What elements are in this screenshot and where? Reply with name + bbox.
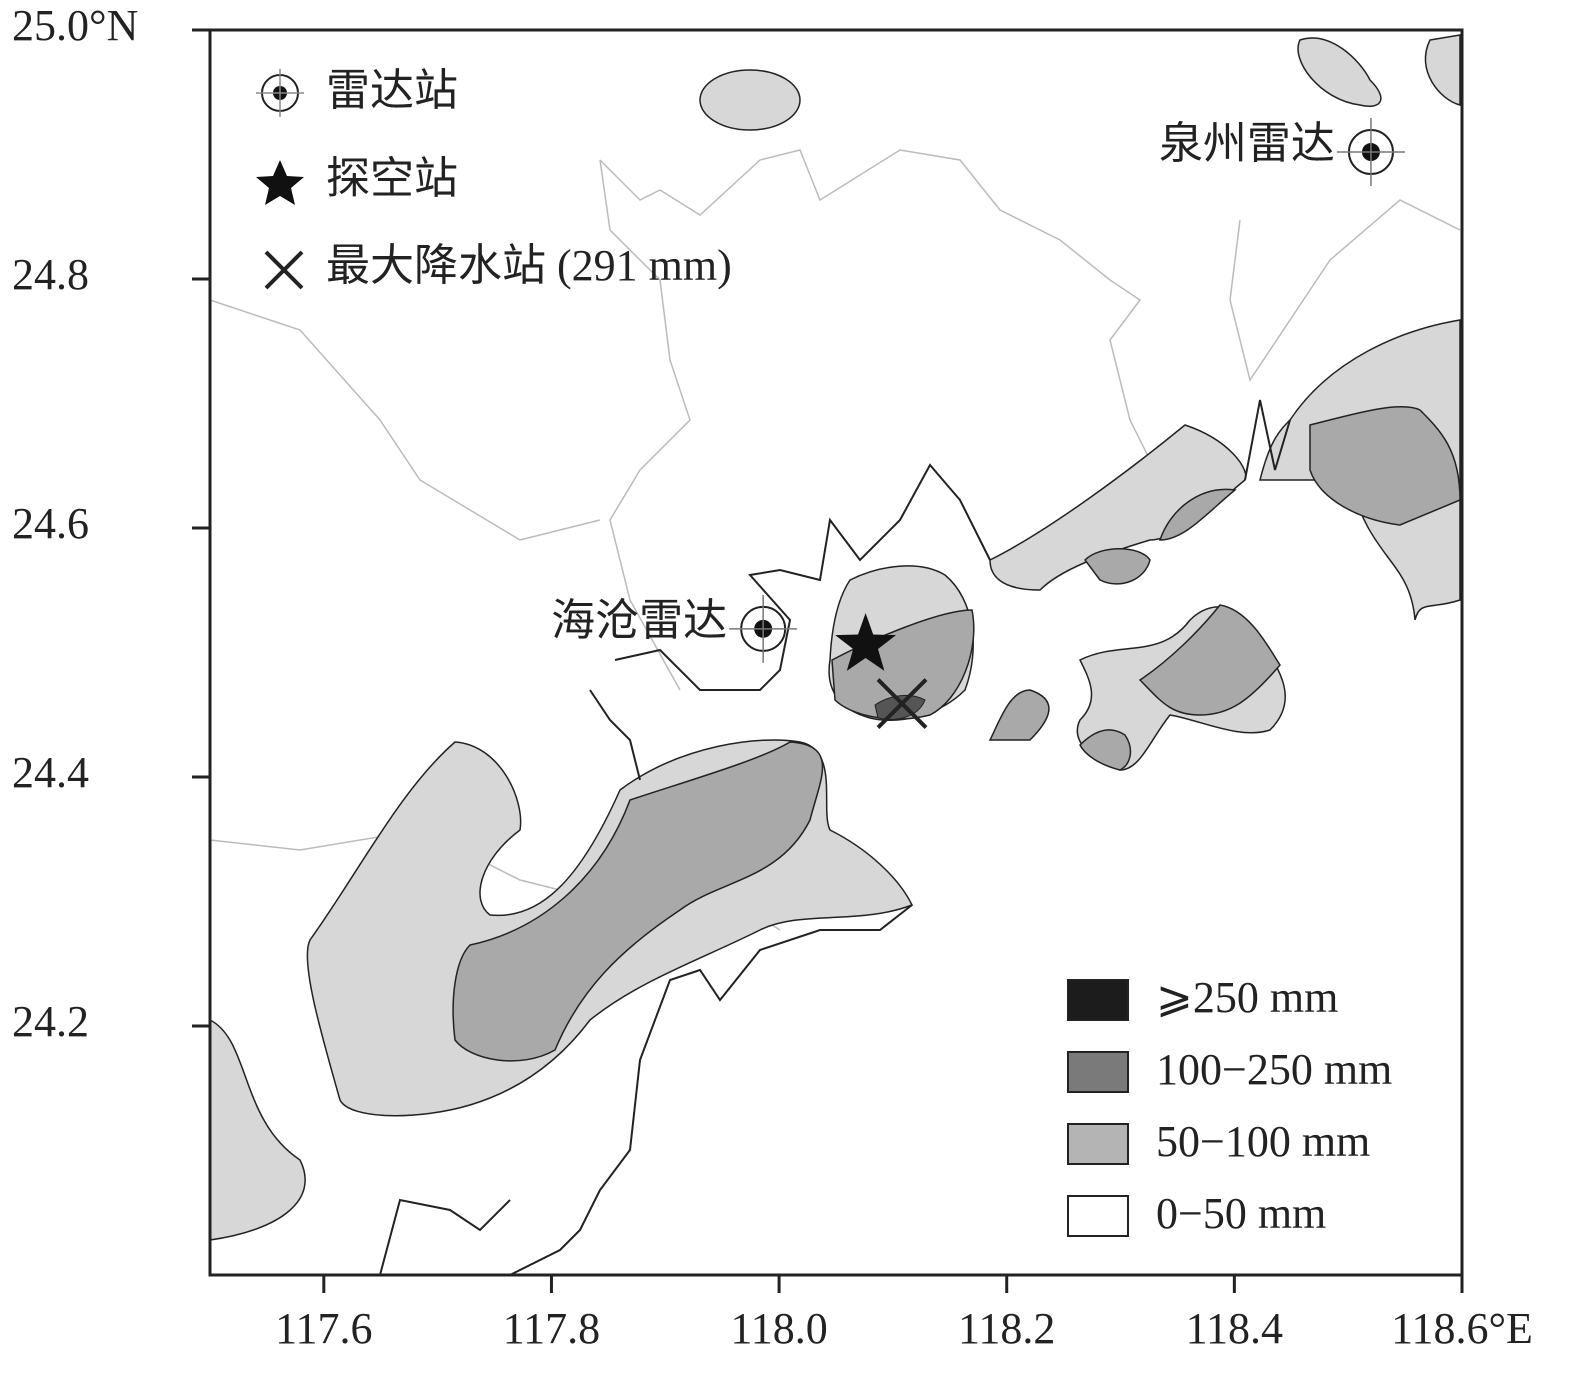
x-tick-label: 117.6 [275, 1304, 372, 1353]
radar-label: 泉州雷达 [1159, 119, 1335, 168]
legend-swatch [1067, 1123, 1129, 1165]
legend-label: 最大降水站 (291 mm) [326, 241, 732, 290]
x-icon [264, 250, 304, 290]
legend-label: 50−100 mm [1156, 1117, 1370, 1166]
legend-label: 雷达站 [326, 66, 458, 115]
map-frame [208, 28, 1464, 1277]
radar-station [729, 594, 798, 663]
x-tick-label: 117.8 [503, 1304, 600, 1353]
radar-cross [729, 594, 798, 663]
max-precip-station [876, 678, 928, 729]
legend-label: ⩾250 mm [1156, 973, 1338, 1022]
x-tick-label: 118.6°E [1391, 1304, 1533, 1353]
land-boundaries [209, 149, 1461, 931]
sounding-station [835, 613, 896, 671]
x-tick-label: 118.0 [730, 1304, 827, 1353]
legend-swatch [1067, 1051, 1129, 1093]
symbol-legend: 雷达站 探空站 最大降水站 (291 mm) [256, 66, 732, 290]
x-tick-label: 118.4 [1186, 1304, 1283, 1353]
legend-swatch [1067, 1195, 1129, 1237]
coastline [379, 399, 1291, 1276]
y-tick-label: 24.2 [12, 997, 89, 1046]
radar-station [1336, 118, 1405, 187]
star-icon [256, 160, 304, 205]
rainfall-areas [209, 34, 1461, 1241]
y-tick-label: 25.0°N [12, 1, 138, 50]
legend-label: 探空站 [326, 154, 458, 203]
radar-icon-cross [256, 69, 304, 117]
y-tick-label: 24.8 [12, 250, 89, 299]
legend-label: 0−50 mm [1156, 1189, 1326, 1238]
legend-label: 100−250 mm [1156, 1045, 1392, 1094]
y-tick-label: 24.6 [12, 499, 89, 548]
y-tick-label: 24.4 [12, 748, 89, 797]
radar-label: 海沧雷达 [551, 596, 727, 645]
x-tick-label: 118.2 [958, 1304, 1055, 1353]
legend-swatch [1067, 979, 1129, 1021]
radar-cross [1336, 118, 1405, 187]
